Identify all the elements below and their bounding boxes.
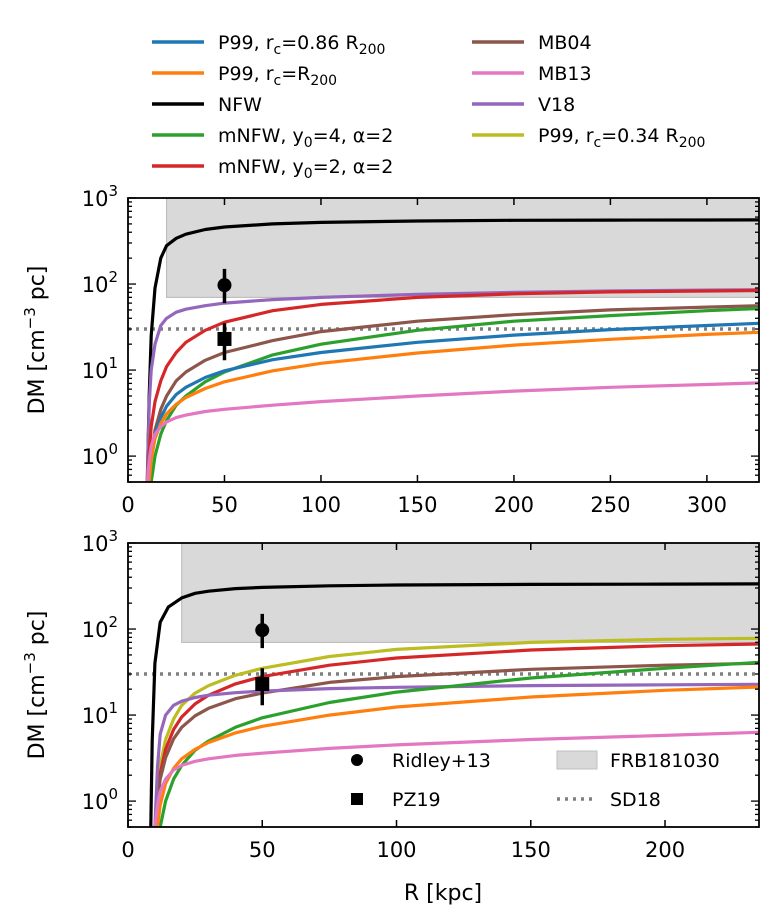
y-tick-label: 101 [82,699,118,728]
legend-label-1: P99, rc=0.86 R200 [218,32,385,58]
legend-label-7: MB13 [538,63,592,85]
legend-label-5: mNFW, y0=2, α=2 [218,156,393,182]
y-tick-label: 100 [82,785,118,814]
plot-area [128,543,759,827]
plot-area [128,198,759,482]
legend-frb-label: FRB181030 [610,750,720,772]
x-tick-label: 200 [494,493,534,517]
legend-ridley-label: Ridley+13 [392,750,491,772]
series-line-mb04 [147,304,759,482]
series-line-mb13 [153,730,759,827]
x-tick-label: 250 [590,493,630,517]
x-tick-label: 300 [687,493,727,517]
y-axis-label-top: DM [cm−3 pc] [21,266,50,415]
legend-label-9: P99, rc=0.34 R200 [538,125,705,151]
series-line-mnfw-y-0-2-2 [145,288,759,482]
series-line-p99-r-c-r-200 [155,685,759,827]
y-tick-label: 103 [82,182,118,211]
series-line-p99-r-c-0-86-r-200 [147,321,759,482]
series-line-mb04 [153,661,759,827]
legend-pz19-marker [351,793,363,805]
marker-ridley [255,623,270,638]
panel-top: 0 50 100 150 200 250 300 100 101 102 103 [82,182,760,517]
legend-frb-swatch [556,750,598,770]
frb-band [166,198,759,298]
legend-ridley-marker [351,754,363,766]
legend-label-2: P99, rc=R200 [218,63,337,89]
y-tick-label: 103 [82,527,118,556]
x-tick-label: 100 [376,838,416,862]
series-line-p99-r-c-0-34-r-200 [153,636,759,827]
legend-bottom: Ridley+13 PZ19 FRB181030 SD18 [351,750,720,811]
frb-band [181,543,759,643]
marker-pz19 [217,331,232,346]
y-tick-label: 102 [82,268,118,297]
x-tick-label: 50 [249,838,276,862]
series-line-mb13 [145,381,759,482]
legend-sd18-label: SD18 [610,789,661,811]
axes-frame [127,197,760,483]
y-tick-label: 101 [82,354,118,383]
x-tick-label: 100 [301,493,341,517]
series-line-v18 [153,682,759,827]
series-line-nfw [145,218,759,482]
x-tick-label: 0 [121,838,134,862]
legend-label-6: MB04 [538,32,592,54]
x-tick-label: 200 [645,838,685,862]
x-tick-label: 150 [397,493,437,517]
y-axis-label-bottom: DM [cm−3 pc] [21,611,50,760]
legend-label-3: NFW [218,94,262,116]
x-tick-label: 150 [511,838,551,862]
legend-label-4: mNFW, y0=4, α=2 [218,125,393,151]
marker-pz19 [255,676,270,691]
series-line-mnfw-y-0-4-2 [158,660,759,827]
panel-bottom: 0 50 100 150 200 100 101 102 103 [82,527,760,862]
y-tick-label: 100 [82,440,118,469]
axes-frame [127,542,760,828]
legend-pz19-label: PZ19 [392,789,441,811]
x-tick-label: 0 [121,493,134,517]
x-axis-label: R [kpc] [404,881,482,906]
marker-ridley [217,278,232,293]
x-tick-label: 50 [211,493,238,517]
y-tick-label: 102 [82,613,118,642]
legend-top: P99, rc=0.86 R200 P99, rc=R200 NFW mNFW, y0… [152,32,705,182]
legend-label-8: V18 [538,94,575,116]
series-line-nfw [149,582,759,827]
